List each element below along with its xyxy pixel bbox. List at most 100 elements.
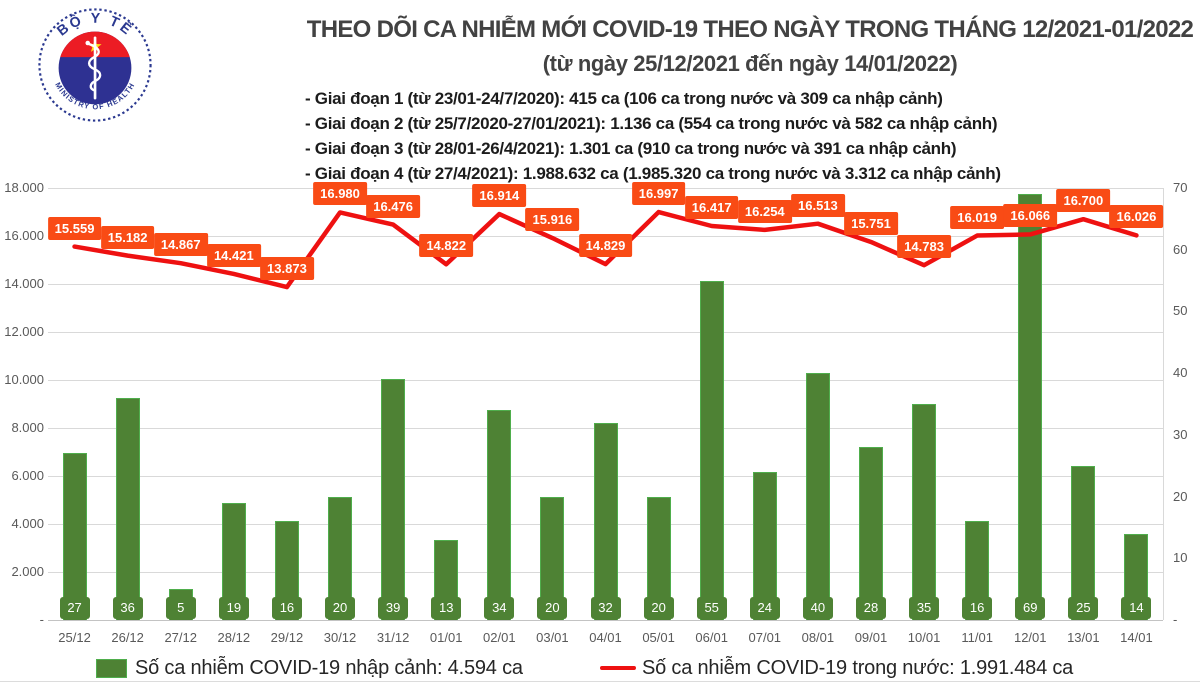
bar-value-label: 40 — [802, 597, 833, 619]
bar — [487, 410, 512, 620]
x-axis-tick-label: 25/12 — [58, 630, 91, 645]
line-value-label: 16.997 — [631, 182, 686, 206]
bar-value-label: 19 — [218, 597, 249, 619]
right-axis-tick-label: 40 — [1173, 365, 1188, 381]
x-axis-tick-label: 09/01 — [854, 630, 888, 645]
bar — [115, 397, 140, 620]
x-axis-tick-label: 31/12 — [376, 630, 410, 645]
x-axis-tick-label: 26/12 — [111, 630, 144, 645]
phase-note-3: - Giai đoạn 3 (từ 28/01-26/4/2021): 1.30… — [305, 139, 957, 158]
right-axis-tick-label: 60 — [1173, 241, 1188, 257]
line-value-label: 14.421 — [206, 243, 261, 267]
right-axis-tick-label: 10 — [1173, 550, 1188, 566]
right-axis-line — [1163, 188, 1164, 620]
right-axis-tick-label: 70 — [1173, 180, 1188, 195]
phase-note-4: - Giai đoạn 4 (từ 27/4/2021): 1.988.632 … — [305, 164, 1001, 183]
page-title: THEO DÕI CA NHIỄM MỚI COVID-19 THEO NGÀY… — [306, 16, 1194, 43]
bar-value-label: 34 — [484, 597, 515, 619]
x-axis-tick-label: 08/01 — [801, 630, 835, 645]
line-value-label: 16.019 — [950, 205, 1005, 229]
bar — [805, 373, 830, 620]
line-value-label: 16.417 — [684, 195, 739, 219]
x-axis-tick-label: 07/01 — [748, 630, 782, 645]
line-value-label: 15.751 — [844, 211, 898, 235]
left-axis-tick-label: 14.000 — [4, 276, 44, 291]
left-axis-tick-label: 10.000 — [4, 372, 44, 387]
bar-value-label: 69 — [1015, 597, 1046, 619]
line-value-label: 15.559 — [47, 216, 102, 240]
x-axis-tick-label: 29/12 — [270, 630, 304, 645]
bar — [752, 471, 777, 620]
left-axis-tick-label: 16.000 — [4, 228, 44, 243]
gridline — [48, 331, 1163, 333]
bar-legend-swatch — [96, 658, 127, 678]
ministry-of-health-logo: BỘ Y TẾ MINISTRY OF HEALTH — [36, 6, 154, 124]
line-value-label: 14.783 — [897, 235, 951, 259]
bar-value-label: 13 — [431, 597, 462, 619]
ministry-of-health-logo-graphic: BỘ Y TẾ MINISTRY OF HEALTH — [37, 7, 153, 123]
phase-note-1: - Giai đoạn 1 (từ 23/01-24/7/2020): 415 … — [305, 89, 943, 108]
right-axis-tick-label: - — [1173, 612, 1178, 627]
bar-value-label: 16 — [271, 597, 302, 619]
bar-value-label: 24 — [749, 597, 780, 619]
line-value-label: 14.867 — [153, 233, 208, 257]
bar — [1018, 194, 1043, 620]
bar — [912, 404, 937, 620]
x-axis-tick-label: 06/01 — [695, 630, 728, 645]
line-value-label: 16.476 — [366, 194, 420, 218]
x-axis-tick-label: 04/01 — [589, 630, 622, 645]
bottom-divider — [0, 681, 1200, 682]
gridline — [48, 283, 1163, 285]
x-axis-tick-label: 12/01 — [1013, 630, 1047, 645]
bar-value-label: 20 — [325, 597, 356, 619]
line-value-label: 16.026 — [1109, 205, 1164, 229]
bar-value-label: 32 — [590, 597, 621, 619]
x-axis-tick-label: 30/12 — [323, 630, 357, 645]
left-axis-tick-label: 6.000 — [11, 468, 44, 483]
logo-dashed-ring — [38, 8, 152, 122]
line-value-label: 14.822 — [419, 234, 474, 258]
bar-value-label: 14 — [1121, 597, 1152, 619]
line-value-label: 16.513 — [790, 193, 845, 217]
bar — [1071, 465, 1096, 620]
x-axis-tick-label: 01/01 — [429, 630, 463, 645]
line-value-label: 16.700 — [1056, 189, 1111, 213]
bar-value-label: 25 — [1068, 597, 1099, 619]
header: THEO DÕI CA NHIỄM MỚI COVID-19 THEO NGÀY… — [305, 14, 1195, 186]
right-axis-tick-label: 20 — [1173, 488, 1188, 504]
bar — [381, 379, 406, 620]
line-value-label: 15.916 — [525, 208, 580, 232]
x-axis-tick-label: 03/01 — [536, 630, 569, 645]
left-axis-tick-label: 12.000 — [4, 324, 44, 339]
bar-value-label: 5 — [165, 597, 196, 619]
x-axis-tick-label: 10/01 — [907, 630, 941, 645]
asclepius-rod-icon — [93, 36, 97, 100]
bar-value-label: 28 — [855, 597, 886, 619]
x-axis-tick-label: 02/01 — [483, 630, 516, 645]
legend-imported-label: Số ca nhiễm COVID-19 nhập cảnh: 4.594 ca — [135, 656, 523, 679]
bar-value-label: 16 — [962, 597, 993, 619]
x-axis-tick-label: 05/01 — [642, 630, 675, 645]
phase-note-2: - Giai đoạn 2 (từ 25/7/2020-27/01/2021):… — [305, 114, 998, 133]
line-value-label: 16.254 — [737, 199, 792, 223]
right-axis-tick-label: 50 — [1173, 303, 1188, 319]
gridline — [48, 379, 1163, 381]
snake-head — [85, 40, 90, 46]
x-axis-tick-label: 14/01 — [1120, 630, 1153, 645]
left-axis-tick-label: - — [39, 612, 44, 627]
bar-value-label: 20 — [643, 597, 674, 619]
x-axis-tick-label: 28/12 — [217, 630, 251, 645]
bar-value-label: 20 — [537, 597, 568, 619]
bar — [62, 453, 87, 620]
legend-imported-cases: Số ca nhiễm COVID-19 nhập cảnh: 4.594 ca — [96, 655, 523, 681]
legend-domestic-cases: Số ca nhiễm COVID-19 trong nước: 1.991.4… — [600, 655, 1073, 681]
line-value-label: 14.829 — [578, 234, 633, 258]
gridline — [48, 187, 1163, 189]
x-axis-line — [48, 620, 1163, 621]
legend-domestic-label: Số ca nhiễm COVID-19 trong nước: 1.991.4… — [642, 656, 1074, 679]
line-value-label: 13.873 — [260, 257, 314, 281]
line-value-label: 16.980 — [313, 182, 367, 206]
phase-notes: - Giai đoạn 1 (từ 23/01-24/7/2020): 415 … — [305, 86, 1195, 186]
